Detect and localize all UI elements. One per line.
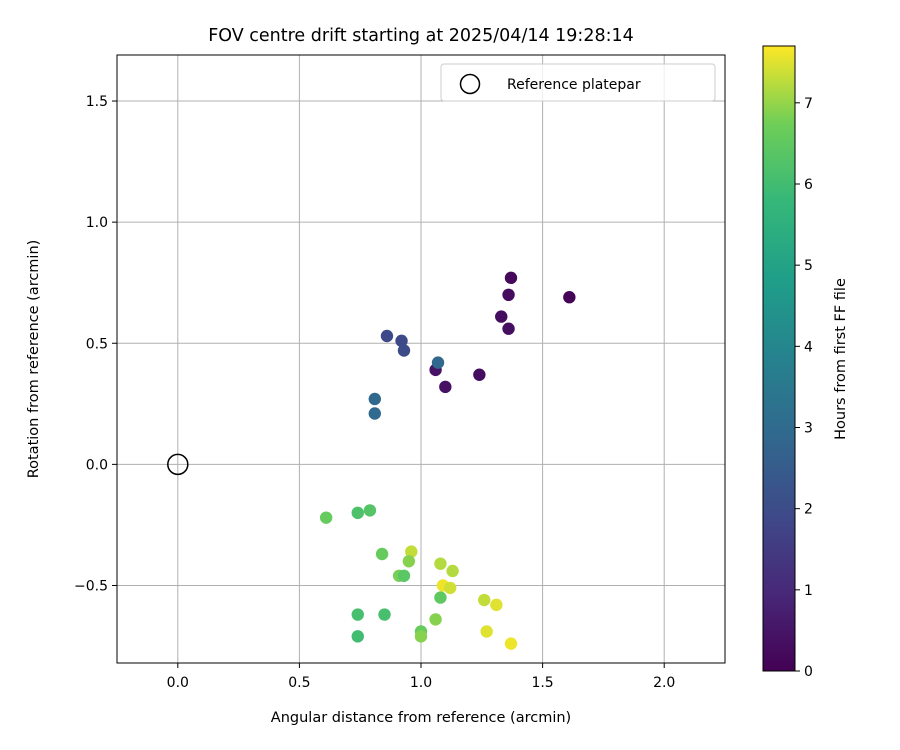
- data-point: [368, 407, 381, 420]
- data-point: [397, 344, 411, 357]
- data-point: [375, 547, 389, 561]
- y-tick-label: 0.5: [86, 336, 108, 352]
- colorbar-tick-label: 1: [804, 583, 813, 599]
- y-tick-label: 0.0: [86, 457, 108, 473]
- plot-area-frame: [116, 54, 726, 664]
- reference-marker-layer: [167, 453, 189, 476]
- data-point: [504, 271, 518, 285]
- grid-lines: [117, 55, 725, 663]
- data-point: [563, 291, 576, 304]
- chart-title: FOV centre drift starting at 2025/04/14 …: [208, 26, 634, 46]
- x-tick-label: 0.5: [288, 675, 310, 691]
- data-point: [473, 368, 486, 381]
- scatter-points: [319, 271, 576, 650]
- colorbar-tick-label: 2: [804, 502, 813, 518]
- y-tick-label: 1.5: [86, 94, 108, 110]
- x-axis-ticks: 0.0 0.5 1.0 1.5 2.0: [167, 663, 675, 691]
- data-point: [363, 504, 377, 517]
- y-axis-label: Rotation from reference (arcmin): [26, 240, 42, 479]
- legend-box: [440, 63, 716, 102]
- data-point: [395, 334, 408, 348]
- legend: Reference platepar: [440, 63, 716, 102]
- y-axis-ticks: −0.5 0.0 0.5 1.0 1.5: [74, 94, 117, 594]
- colorbar-ticks: 0 1 2 3 4 5 6 7: [795, 96, 813, 680]
- x-tick-label: 1.5: [531, 675, 553, 691]
- data-point: [380, 329, 394, 343]
- colorbar-tick-label: 6: [804, 177, 813, 193]
- data-point: [351, 630, 364, 643]
- x-axis-label: Angular distance from reference (arcmin): [271, 710, 571, 726]
- colorbar-label: Hours from first FF file: [833, 278, 849, 440]
- data-point: [405, 545, 418, 558]
- data-point: [446, 564, 459, 578]
- data-point: [490, 598, 503, 612]
- data-point: [495, 310, 508, 323]
- data-point: [502, 288, 515, 302]
- data-point: [397, 569, 411, 582]
- y-tick-label: −0.5: [74, 578, 108, 594]
- colorbar-tick-label: 7: [804, 96, 813, 112]
- data-point: [504, 637, 518, 650]
- data-point: [378, 608, 391, 621]
- colorbar-tick-label: 0: [804, 664, 813, 680]
- data-point: [478, 593, 491, 607]
- x-tick-label: 0.0: [167, 675, 189, 691]
- data-point: [443, 581, 457, 595]
- reference-platepar-marker: [167, 453, 189, 476]
- data-point: [402, 555, 416, 568]
- colorbar-tick-label: 3: [804, 420, 813, 436]
- data-point: [434, 591, 447, 604]
- data-point: [431, 356, 445, 369]
- colorbar-gradient: [762, 45, 796, 672]
- data-point: [351, 608, 364, 621]
- x-tick-label: 2.0: [653, 675, 675, 691]
- x-tick-label: 1.0: [410, 675, 432, 691]
- data-point: [434, 557, 447, 570]
- data-point: [439, 380, 452, 394]
- legend-reference-marker: [459, 73, 481, 95]
- data-point: [414, 630, 428, 643]
- data-point: [502, 322, 515, 335]
- data-point: [480, 625, 493, 638]
- data-point: [429, 613, 442, 626]
- colorbar: 0 1 2 3 4 5 6 7 Hours from first FF file: [762, 45, 849, 680]
- legend-entry-reference-platepar: Reference platepar: [507, 77, 641, 93]
- data-point: [368, 392, 381, 406]
- colorbar-tick-label: 5: [804, 258, 813, 274]
- data-point: [351, 506, 364, 520]
- y-tick-label: 1.0: [86, 215, 108, 231]
- data-point: [319, 511, 333, 524]
- colorbar-tick-label: 4: [804, 339, 813, 355]
